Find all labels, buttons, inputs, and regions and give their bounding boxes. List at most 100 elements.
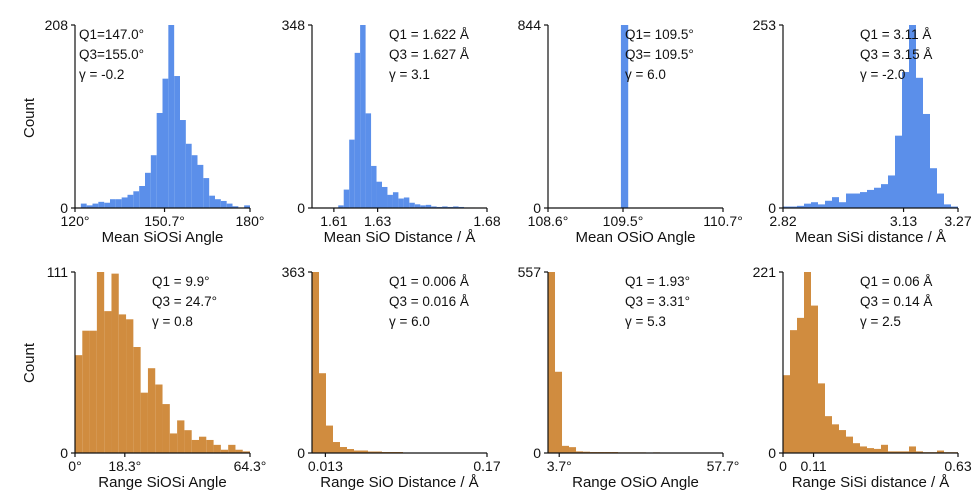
histogram-bar bbox=[387, 194, 393, 208]
histogram-bar bbox=[846, 193, 853, 208]
histogram-bar bbox=[104, 311, 112, 453]
y-tick-label: 0 bbox=[768, 445, 776, 461]
histogram-bar bbox=[156, 112, 163, 208]
histogram-bar bbox=[191, 439, 199, 453]
histogram-bar bbox=[98, 201, 105, 208]
stat-annotation: γ = 3.1 bbox=[389, 67, 430, 82]
histogram-bar bbox=[930, 168, 937, 208]
histogram-bar bbox=[349, 139, 355, 208]
histogram-bar bbox=[431, 206, 437, 208]
histogram-bar bbox=[191, 155, 198, 208]
x-tick-label: 18.3° bbox=[108, 458, 141, 474]
histogram-bar bbox=[853, 193, 860, 208]
histogram-bar bbox=[235, 449, 243, 453]
stat-annotation: Q1 = 0.06 Å bbox=[860, 274, 932, 289]
stat-annotation: Q1= 109.5° bbox=[625, 27, 694, 42]
x-tick-label: 0.63 bbox=[944, 458, 971, 474]
histogram-bar bbox=[881, 444, 888, 453]
histogram-bar bbox=[839, 202, 846, 208]
histogram-bar bbox=[874, 187, 881, 208]
histogram-bar bbox=[104, 202, 110, 208]
x-tick-label: 1.61 bbox=[320, 213, 347, 229]
histogram-bar bbox=[145, 172, 151, 208]
x-tick-label: 108.6° bbox=[528, 213, 569, 229]
x-tick-label: 64.3° bbox=[234, 458, 267, 474]
histogram-bar bbox=[569, 447, 577, 453]
x-tick-label: 0.11 bbox=[800, 458, 826, 474]
histogram-bar bbox=[937, 450, 944, 453]
histogram-bar bbox=[888, 175, 895, 208]
x-tick-label: 0.17 bbox=[473, 458, 500, 474]
histogram-bar bbox=[937, 193, 944, 208]
histogram-bar bbox=[110, 199, 116, 208]
histogram-bar bbox=[228, 444, 236, 453]
stat-annotation: Q3 = 1.627 Å bbox=[389, 47, 469, 62]
stat-annotation: Q3 = 3.15 Å bbox=[860, 47, 932, 62]
histogram-bar bbox=[902, 72, 909, 208]
histogram-bar bbox=[86, 205, 93, 208]
stat-annotation: γ = 6.0 bbox=[389, 314, 430, 329]
histogram-bar bbox=[867, 189, 874, 208]
histogram-bar bbox=[126, 319, 134, 453]
histogram-bar bbox=[576, 451, 584, 453]
x-tick-label: 1.63 bbox=[364, 213, 391, 229]
y-tick-label: 253 bbox=[753, 17, 777, 33]
histogram-panel-1: 0 208 120° 150.7° 180° Mean SiOSi Angle Q1=147… bbox=[45, 17, 265, 246]
stat-annotation: Q1 = 3.11 Å bbox=[860, 27, 931, 42]
histogram-panel-3: 0 844 108.6° 109.5° 110.7° Mean OSiO Angle Q1=… bbox=[518, 17, 743, 246]
histogram-bar bbox=[180, 120, 186, 208]
histogram-panel-5: 0 111 0° 18.3° 64.3° Range SiOSi Angle Q1 = 9.… bbox=[47, 264, 267, 491]
stat-annotation: γ = -0.2 bbox=[79, 67, 124, 82]
y-tick-label: 0 bbox=[297, 445, 305, 461]
histogram-bar bbox=[790, 206, 797, 208]
histogram-bar bbox=[811, 202, 818, 208]
histogram-bar bbox=[832, 197, 839, 208]
histogram-bar bbox=[312, 272, 319, 453]
histogram-bar bbox=[860, 192, 867, 208]
x-axis-title: Range SiO Distance / Å bbox=[320, 474, 478, 491]
histogram-bar bbox=[354, 52, 361, 208]
stat-annotation: Q3 = 24.7° bbox=[152, 294, 217, 309]
histogram-bar bbox=[361, 450, 368, 453]
histogram-bar bbox=[888, 451, 895, 453]
y-tick-label: 0 bbox=[768, 200, 776, 216]
histogram-bar bbox=[220, 200, 227, 208]
x-axis-title: Mean OSiO Angle bbox=[575, 229, 695, 246]
x-axis-title: Mean SiOSi Angle bbox=[102, 229, 224, 246]
y-tick-label: 0 bbox=[60, 200, 68, 216]
histogram-bar bbox=[168, 25, 175, 208]
histogram-bar bbox=[916, 451, 923, 453]
stat-annotation: Q3 = 3.31° bbox=[625, 294, 690, 309]
histogram-bar bbox=[895, 135, 902, 208]
x-tick-label: 57.7° bbox=[707, 458, 740, 474]
stat-annotation: Q3= 109.5° bbox=[625, 47, 694, 62]
histogram-bar bbox=[874, 448, 881, 453]
histogram-bar bbox=[951, 206, 958, 208]
histogram-panels: 0 208 120° 150.7° 180° Mean SiOSi Angle Q1=147… bbox=[45, 17, 972, 491]
histogram-bar bbox=[420, 205, 426, 208]
histogram-bar bbox=[442, 206, 448, 208]
histogram-bar bbox=[213, 444, 221, 453]
histogram-bar bbox=[96, 272, 105, 453]
histogram-bar bbox=[326, 425, 333, 453]
stat-annotation: Q3 = 0.14 Å bbox=[860, 294, 932, 309]
histogram-bar bbox=[162, 404, 170, 453]
x-tick-label: 0° bbox=[68, 458, 81, 474]
y-tick-label: 0 bbox=[533, 200, 541, 216]
histogram-bar bbox=[453, 206, 459, 208]
histogram-bar bbox=[818, 383, 825, 453]
x-tick-label: 0 bbox=[779, 458, 787, 474]
histogram-bar bbox=[425, 204, 432, 208]
x-axis-title: Range SiOSi Angle bbox=[98, 474, 226, 491]
histogram-bar bbox=[133, 191, 140, 208]
y-tick-label: 0 bbox=[533, 445, 541, 461]
histogram-bar bbox=[790, 330, 797, 453]
y-tick-label: 0 bbox=[60, 445, 68, 461]
x-tick-label: 3.7° bbox=[547, 458, 572, 474]
histogram-bar bbox=[783, 375, 790, 453]
histogram-bar bbox=[409, 202, 415, 208]
histogram-bar bbox=[242, 451, 250, 453]
